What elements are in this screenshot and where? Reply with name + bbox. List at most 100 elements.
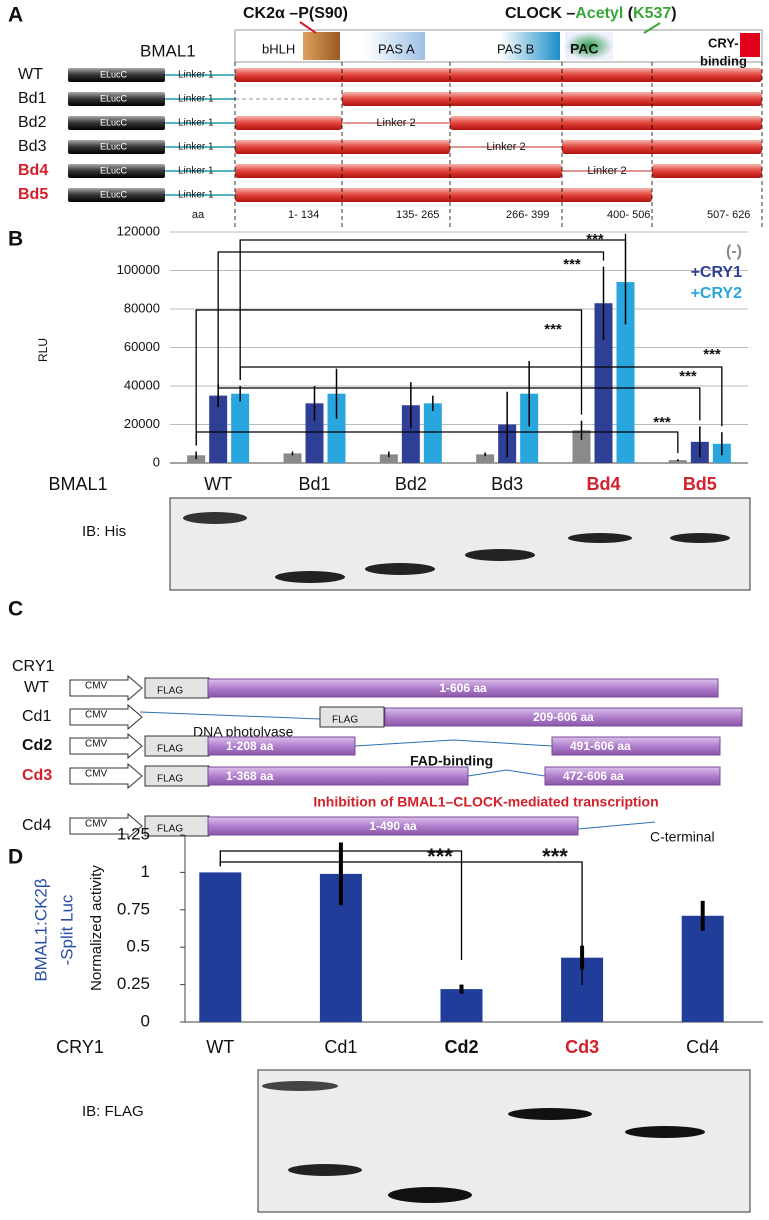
arrow — [643, 22, 661, 34]
x-tick-label: Bd3 — [491, 474, 523, 494]
protein-label: CRY1 — [12, 658, 54, 675]
blot-band — [568, 533, 632, 543]
significance-label: *** — [563, 256, 581, 273]
x-axis-title: BMAL1 — [48, 474, 107, 494]
significance-bracket — [195, 309, 583, 446]
linker-label: Linker 1 — [178, 166, 214, 177]
linker-label: Linker 1 — [178, 94, 214, 105]
significance-label: *** — [679, 368, 697, 385]
domain-block — [740, 33, 760, 57]
blot-band — [262, 1081, 338, 1091]
aa-range: 1- 134 — [288, 209, 319, 221]
construct-label: Cd4 — [22, 817, 51, 834]
bar — [199, 872, 242, 1022]
bar — [668, 460, 687, 463]
tag-label: ELucC — [100, 189, 128, 199]
tag-block — [68, 188, 165, 202]
deletion-line — [577, 821, 656, 830]
y-tick-label: 40000 — [124, 377, 160, 392]
significance-label: *** — [653, 414, 671, 431]
domain-label: binding — [700, 53, 747, 68]
western-blot — [169, 497, 751, 591]
bar — [283, 453, 302, 463]
promoter-arrow — [69, 732, 143, 760]
y-tick-label: 120000 — [117, 223, 160, 238]
side-label: BMAL1:CK2β — [31, 878, 50, 982]
arrow — [299, 21, 317, 34]
tag-label: ELucC — [100, 141, 128, 151]
text-run: ) — [671, 5, 676, 22]
segment-label: 209-606 aa — [533, 710, 594, 724]
y-tick-label: 100000 — [117, 262, 160, 277]
construct-label: Bd2 — [18, 114, 47, 131]
tag-label: ELucC — [100, 117, 128, 127]
modification-label: CLOCK –Acetyl (K537) — [505, 5, 677, 22]
segment-label: 1-208 aa — [226, 739, 274, 753]
text-run: ( — [623, 5, 633, 22]
segment-label: 1-490 aa — [369, 819, 417, 833]
significance-bracket — [239, 366, 723, 427]
tag-label: ELucC — [100, 93, 128, 103]
linker-label: Linker 1 — [178, 70, 214, 81]
y-tick-label: 0 — [141, 1011, 150, 1030]
segment-label: 1-606 aa — [439, 681, 487, 695]
segment-label: 491-606 aa — [570, 739, 631, 753]
bar — [476, 454, 495, 463]
tag-label: FLAG — [157, 686, 183, 697]
region-note: FAD-binding — [410, 753, 493, 769]
domain-label: CRY- — [708, 35, 739, 50]
x-tick-label: Bd2 — [395, 474, 427, 494]
aa-range: aa — [192, 209, 205, 221]
text-run: K537 — [633, 5, 671, 22]
blot-band — [288, 1164, 362, 1176]
promoter-label: CMV — [85, 819, 108, 830]
segment-label: 472-606 aa — [563, 769, 624, 783]
aa-range: 400- 506 — [607, 209, 650, 221]
promoter-arrow — [69, 674, 143, 702]
y-tick-label: 60000 — [124, 339, 160, 354]
protein-label: BMAL1 — [140, 41, 196, 60]
modification-label: CK2α –P(S90) — [243, 5, 348, 22]
blot-band — [625, 1126, 705, 1138]
blot-band — [388, 1187, 472, 1203]
blot-band — [183, 512, 247, 524]
linker-label: Linker 1 — [178, 118, 214, 129]
significance-bracket — [195, 431, 679, 454]
tag-block — [319, 706, 385, 728]
promoter-arrow — [69, 703, 143, 731]
x-tick-label: Bd4 — [586, 474, 620, 494]
domain-bar — [652, 164, 762, 178]
y-tick-label: 1.25 — [117, 824, 150, 843]
panel-label: B — [8, 228, 23, 251]
bar — [594, 303, 613, 463]
bar — [616, 282, 635, 463]
linker-label: Linker 2 — [376, 117, 415, 129]
text-run: CLOCK – — [505, 5, 575, 22]
y-axis-title: RLU — [36, 338, 50, 362]
side-label: -Split Luc — [57, 894, 76, 965]
significance-label: *** — [703, 346, 721, 363]
significance-bracket — [217, 378, 701, 421]
domain-block — [500, 32, 560, 60]
y-tick-label: 0.5 — [126, 937, 150, 956]
y-axis-title: Normalized activity — [88, 865, 105, 991]
construct-label: Bd1 — [18, 90, 47, 107]
tag-block — [68, 92, 165, 106]
promoter-label: CMV — [85, 739, 108, 750]
legend-label: (-) — [726, 243, 742, 260]
construct-label: WT — [18, 66, 43, 83]
panel-label: C — [8, 598, 23, 621]
region-note: Inhibition of BMAL1–CLOCK-mediated trans… — [313, 794, 658, 810]
domain-bar — [235, 116, 342, 130]
y-tick-label: 0 — [153, 454, 160, 469]
y-tick-label: 0.75 — [117, 899, 150, 918]
aa-range: 135- 265 — [396, 209, 439, 221]
bar — [231, 393, 250, 463]
tag-label: ELucC — [100, 69, 128, 79]
significance-label: *** — [542, 844, 568, 869]
significance-bracket — [239, 233, 627, 380]
tag-block — [68, 164, 165, 178]
domain-bar — [450, 116, 762, 130]
blot-band — [275, 571, 345, 583]
construct-label: WT — [24, 679, 49, 696]
